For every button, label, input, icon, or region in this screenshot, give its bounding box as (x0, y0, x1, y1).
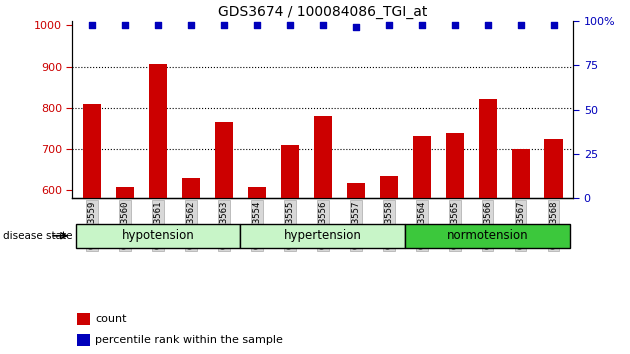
Bar (479, 99, 496, 198)
Point (416, 22, 427, 28)
Point (384, 22, 394, 28)
Text: hypertension: hypertension (284, 229, 362, 242)
Point (483, 22, 493, 28)
Point (153, 22, 163, 28)
Point (450, 22, 460, 28)
Bar (281, 145, 299, 198)
Point (87, 22, 97, 28)
Bar (241, 224, 405, 248)
Point (285, 22, 295, 28)
Bar (544, 138, 563, 198)
Point (219, 22, 229, 28)
Text: normotension: normotension (447, 229, 529, 242)
Point (515, 22, 525, 28)
Bar (445, 133, 464, 198)
Point (186, 22, 196, 28)
Bar (149, 64, 167, 198)
Bar (346, 183, 365, 198)
Bar (77, 334, 90, 346)
Text: count: count (95, 314, 127, 324)
Bar (512, 149, 530, 198)
Text: disease state: disease state (3, 231, 72, 241)
Point (351, 24, 361, 29)
Bar (405, 224, 570, 248)
Text: hypotension: hypotension (122, 229, 195, 242)
Point (252, 22, 262, 28)
Bar (182, 178, 200, 198)
Bar (77, 313, 90, 325)
Bar (314, 116, 332, 198)
Bar (215, 122, 233, 198)
Bar (380, 176, 398, 198)
Title: GDS3674 / 100084086_TGI_at: GDS3674 / 100084086_TGI_at (218, 5, 428, 19)
Point (318, 22, 328, 28)
Bar (83, 104, 101, 198)
Bar (248, 187, 266, 198)
Bar (76, 224, 241, 248)
Bar (413, 137, 431, 198)
Point (120, 22, 130, 28)
Point (549, 22, 559, 28)
Text: percentile rank within the sample: percentile rank within the sample (95, 335, 283, 345)
Bar (116, 187, 134, 198)
